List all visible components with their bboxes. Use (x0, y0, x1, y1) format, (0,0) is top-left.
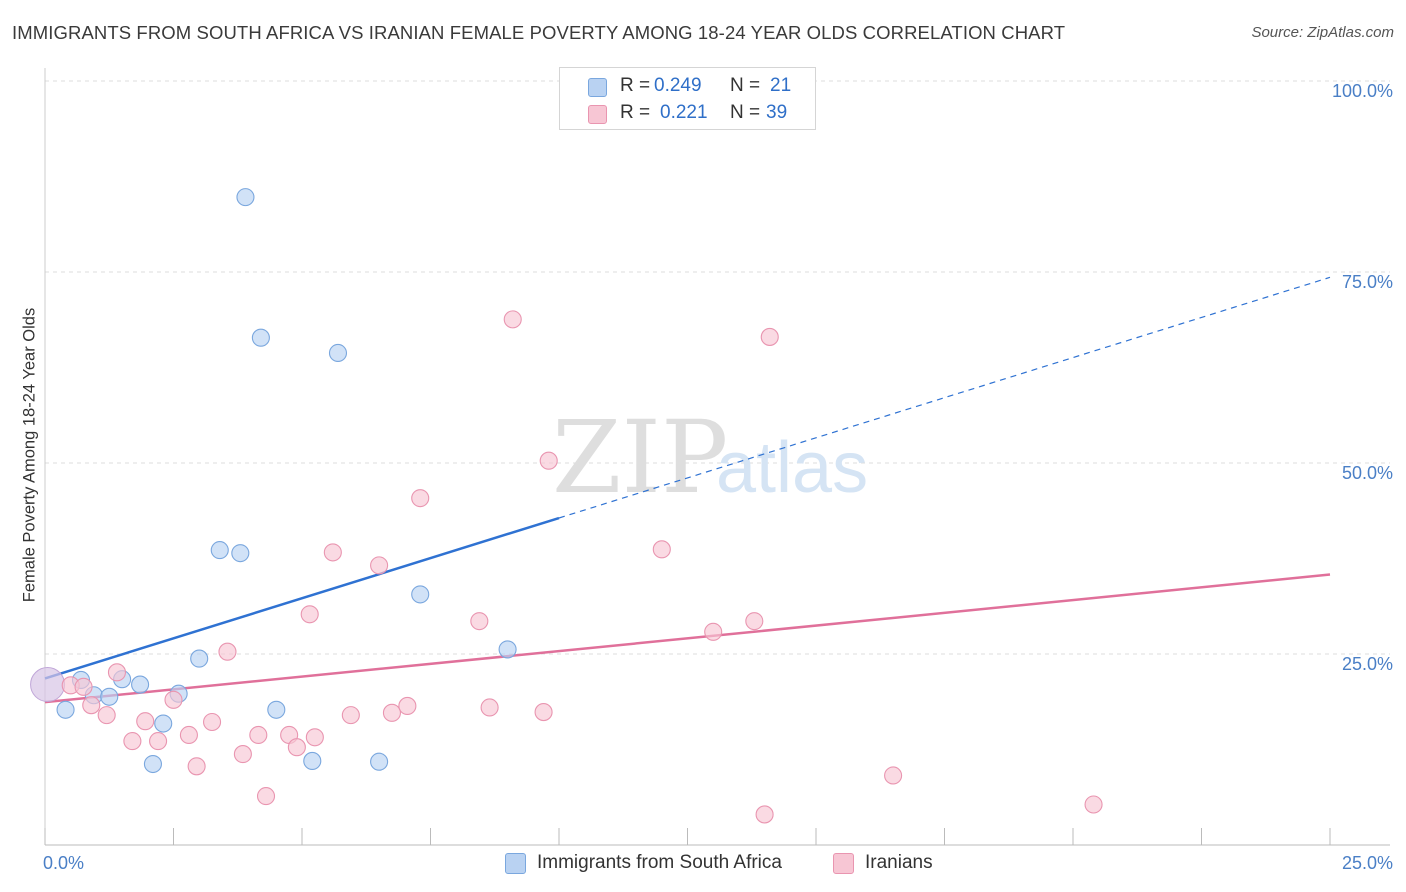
y-tick-labels: 25.0% 50.0% 75.0% 100.0% (1332, 81, 1393, 674)
legend-swatch-pink (588, 105, 607, 124)
iranians-point (123, 732, 142, 751)
iranians-point (1084, 795, 1103, 814)
iranians-point (503, 310, 522, 329)
iranians-point (755, 805, 774, 824)
bottom-legend-swatch-blue (505, 853, 526, 874)
iranians-point (382, 703, 402, 722)
source-credit: Source: ZipAtlas.com (1251, 24, 1394, 41)
iranians-point (704, 622, 723, 641)
legend-n-label: N = (730, 75, 761, 96)
south-africa-trend-line (44, 516, 560, 680)
legend-r-value: 0.221 (660, 102, 708, 123)
iranians-point (74, 677, 93, 696)
y-tick-label: 50.0% (1342, 463, 1393, 483)
iranians-point (256, 787, 276, 806)
iranians-point (136, 712, 155, 731)
iranians-point (300, 605, 319, 624)
iranians-point (249, 725, 268, 745)
iranians-point (884, 766, 903, 785)
iranians-point (480, 698, 499, 717)
iranians-point (652, 540, 671, 559)
iranians-point (534, 703, 553, 722)
x-tick-label: 25.0% (1342, 853, 1393, 873)
south-africa-point (190, 649, 209, 668)
watermark: ZIP atlas (552, 399, 868, 516)
iranians-point (82, 696, 101, 715)
iranians-point (411, 489, 430, 508)
axes (44, 68, 1390, 846)
iranians-point (305, 728, 324, 747)
correlation-legend: R = 0.249 N = 21 R = 0.221 N = 39 (559, 67, 816, 130)
iranians-point (164, 690, 183, 709)
data-points (30, 188, 1103, 824)
south-africa-point (231, 544, 250, 563)
bottom-legend-label: Iranians (865, 852, 933, 873)
iranians-point (187, 757, 206, 776)
iranians-point (398, 696, 417, 716)
south-africa-point (328, 343, 348, 363)
watermark-atlas: atlas (716, 428, 868, 508)
x-tick-labels: 0.0% 25.0% (43, 853, 1393, 873)
iranians-point (218, 642, 237, 661)
south-africa-point (303, 751, 322, 771)
y-tick-label: 100.0% (1332, 81, 1393, 101)
grid-lines (45, 80, 1390, 655)
iranians-point (470, 612, 489, 631)
south-africa-point (267, 700, 286, 719)
south-africa-point (143, 754, 162, 774)
chart-title: IMMIGRANTS FROM SOUTH AFRICA VS IRANIAN … (12, 22, 1066, 43)
legend-r-label: R = (620, 102, 651, 123)
legend-r-value: 0.249 (654, 75, 702, 96)
x-tick-label: 0.0% (43, 853, 84, 873)
south-africa-point (56, 700, 75, 719)
south-africa-trend-extension (558, 276, 1331, 519)
iranians-trend-line (44, 573, 1331, 704)
south-africa-point (100, 687, 119, 706)
iranians-point (539, 451, 558, 470)
legend-n-value: 21 (770, 75, 792, 96)
watermark-zip: ZIP (552, 399, 728, 516)
iranians-point (760, 327, 779, 346)
overlap-point (30, 667, 66, 703)
south-africa-point (411, 585, 430, 604)
south-africa-point (370, 752, 389, 771)
south-africa-point (236, 188, 255, 207)
iranians-point (370, 556, 389, 575)
iranians-point (107, 663, 127, 682)
iranians-point (745, 612, 764, 631)
south-africa-point (251, 328, 270, 347)
south-africa-point (131, 675, 150, 694)
iranians-point (203, 712, 222, 732)
iranians-point (179, 725, 198, 745)
iranians-point (287, 738, 306, 757)
y-tick-label: 25.0% (1342, 654, 1393, 674)
south-africa-point (210, 541, 229, 560)
legend-n-value: 39 (766, 102, 788, 123)
iranians-point (149, 732, 168, 751)
iranians-point (341, 706, 360, 725)
bottom-legend-label: Immigrants from South Africa (537, 852, 782, 873)
legend-r-label: R = (620, 75, 651, 96)
iranians-point (233, 745, 252, 764)
legend-swatch-blue (588, 78, 607, 97)
iranians-point (323, 543, 342, 562)
south-africa-point (498, 640, 517, 659)
legend-n-label: N = (730, 102, 761, 123)
south-africa-point (154, 714, 173, 733)
y-tick-label: 75.0% (1342, 272, 1393, 292)
iranians-point (97, 706, 116, 725)
bottom-legend-swatch-pink (833, 853, 854, 874)
trend-lines (44, 276, 1331, 704)
